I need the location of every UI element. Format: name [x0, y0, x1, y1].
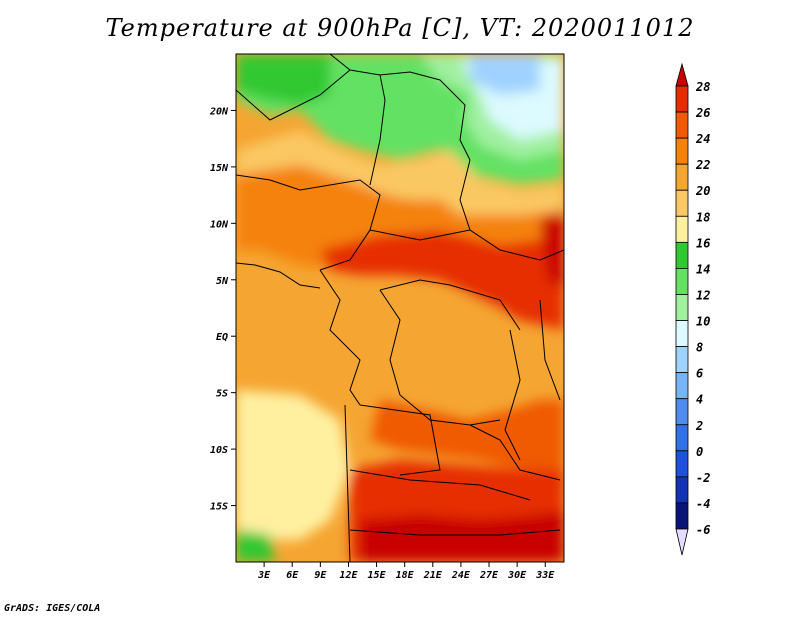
x-tick-label: 12E [339, 570, 358, 581]
x-tick-label: 30E [507, 570, 527, 581]
colorbar-label: 14 [696, 262, 710, 276]
colorbar-label: 20 [695, 184, 710, 198]
chart-title: Temperature at 900hPa [C], VT: 202001101… [105, 14, 695, 42]
y-tick-label: 20N [209, 106, 229, 117]
y-tick-label: 10N [210, 219, 229, 230]
colorbar-segment [675, 424, 689, 452]
colorbar-label: 22 [695, 158, 710, 172]
colorbar-label: 0 [696, 445, 703, 459]
colorbar-segment [675, 241, 689, 269]
x-tick-label: 3E [257, 570, 271, 581]
country-borders [236, 54, 564, 562]
colorbar-segment [675, 502, 689, 530]
colorbar-over-arrow [675, 62, 689, 87]
colorbar-label: 26 [695, 106, 710, 120]
colorbar-segment [675, 346, 689, 374]
temperature-field [236, 54, 564, 562]
y-tick-label: 5N [216, 276, 229, 287]
colorbar-label: -4 [696, 497, 710, 511]
colorbar-label: 12 [696, 288, 710, 302]
colorbar-segment [675, 85, 689, 113]
longitude-axis: 3E 6E 9E 12E 15E 18E 21E 24E 27E 30E 33E [257, 562, 555, 581]
y-tick-label: 15S [210, 502, 228, 513]
colorbar-segment [675, 268, 689, 295]
colorbar-label: 4 [696, 393, 703, 407]
x-tick-label: 33E [535, 570, 555, 581]
colorbar-segment [675, 111, 689, 139]
y-tick-label: 10S [210, 445, 228, 456]
colorbar-label: -6 [696, 523, 710, 537]
colorbar-label: 8 [696, 341, 703, 355]
colorbar-segment [675, 398, 689, 426]
colorbar-label: -2 [696, 471, 710, 485]
colorbar-segment [675, 450, 689, 478]
colorbar-segment [675, 476, 689, 504]
colorbar-under-arrow [675, 528, 689, 556]
colorbar-segment [675, 189, 689, 217]
colorbar-label: 24 [695, 132, 710, 146]
map-frame [235, 53, 565, 563]
y-tick-label: 5S [216, 389, 228, 400]
colorbar-label: 6 [696, 367, 703, 381]
colorbar-segment [675, 320, 689, 347]
colorbar-segment [675, 163, 689, 191]
colorbar-label: 10 [696, 315, 710, 329]
x-tick-label: 21E [423, 570, 443, 581]
y-tick-label: 15N [210, 163, 229, 174]
colorbar-label: 16 [696, 236, 710, 250]
colorbar-segment [675, 215, 689, 243]
colorbar-segment [675, 137, 689, 165]
colorbar-segment [675, 372, 689, 400]
x-tick-label: 15E [368, 570, 387, 581]
colorbar-segment [675, 294, 689, 321]
x-tick-label: 9E [314, 570, 327, 581]
x-tick-label: 18E [396, 570, 415, 581]
y-tick-label: EQ [216, 332, 228, 343]
colorbar-label: 2 [695, 419, 703, 433]
x-tick-label: 27E [479, 570, 499, 581]
x-tick-label: 24E [451, 570, 471, 581]
latitude-axis: 20N 15N 10N 5N EQ 5S 10S 15S [209, 106, 236, 513]
colorbar-label: 28 [695, 80, 710, 94]
grads-credit: GrADS: IGES/COLA [4, 603, 101, 614]
x-tick-label: 6E [286, 570, 299, 581]
colorbar-label: 18 [696, 210, 710, 224]
